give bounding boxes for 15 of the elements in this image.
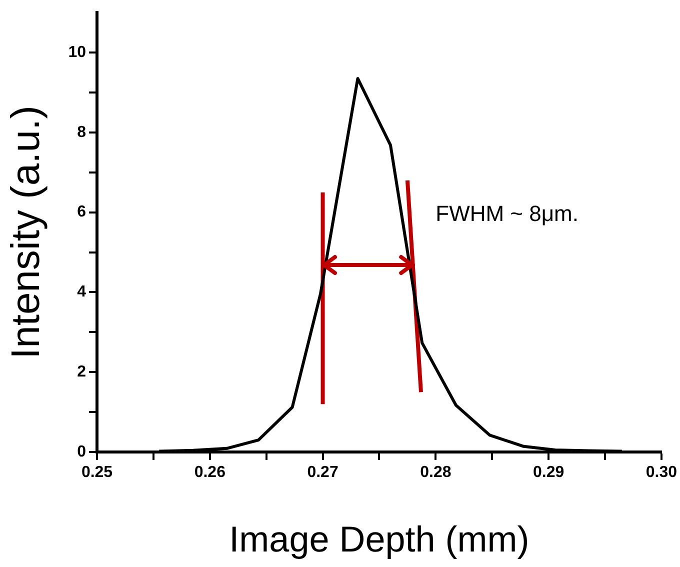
x-tick-label: 0.26 bbox=[194, 464, 226, 482]
y-axis-title: Intensity (a.u.) bbox=[4, 106, 48, 360]
x-tick-label: 0.27 bbox=[307, 464, 338, 482]
y-tick-label: 2 bbox=[77, 364, 86, 381]
x-tick-label: 0.29 bbox=[532, 464, 564, 482]
x-tick-label: 0.25 bbox=[81, 464, 113, 482]
y-tick-label: 0 bbox=[77, 443, 86, 460]
x-axis-title: Image Depth (mm) bbox=[229, 518, 530, 560]
annotation: FWHM ~ 8μm. bbox=[436, 200, 578, 226]
x-tick-label: 0.30 bbox=[646, 464, 678, 482]
y-tick-label: 4 bbox=[77, 284, 86, 301]
x-tick-label: 0.28 bbox=[420, 464, 452, 482]
y-tick-label: 6 bbox=[77, 204, 86, 221]
y-tick-label: 10 bbox=[68, 44, 86, 61]
y-tick-label: 8 bbox=[77, 124, 86, 141]
